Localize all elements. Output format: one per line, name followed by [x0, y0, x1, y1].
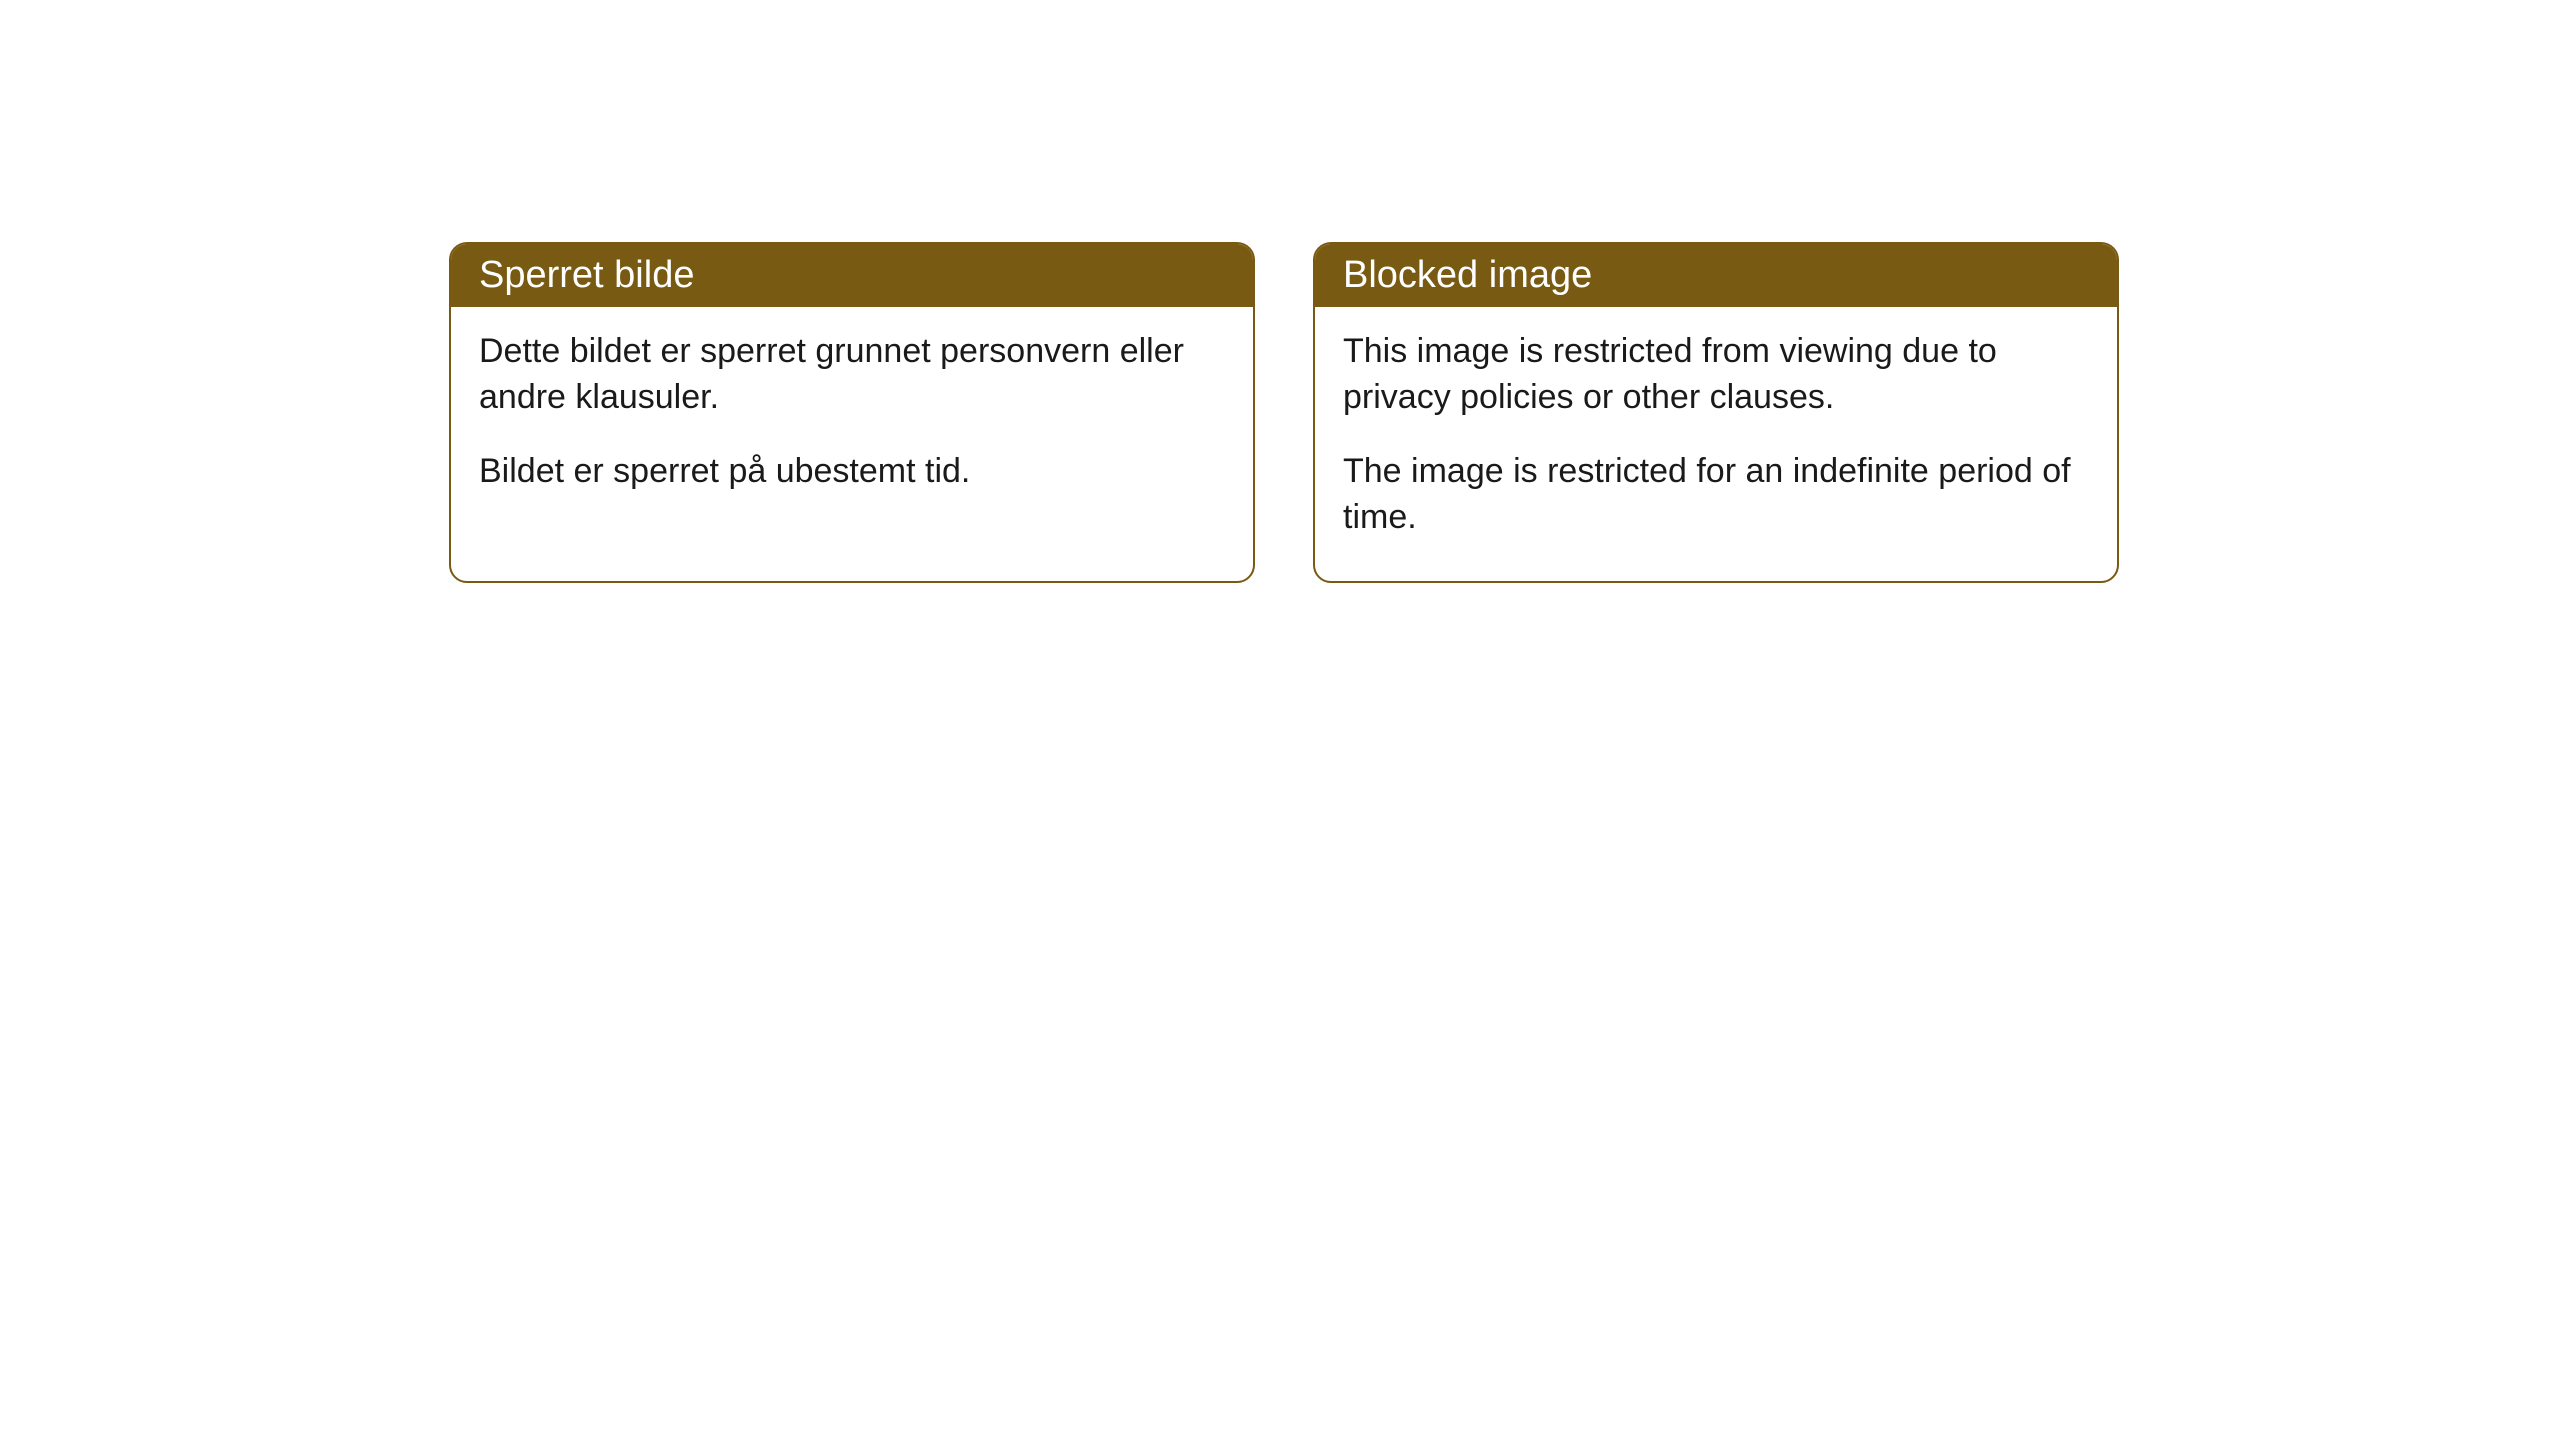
card-paragraph-2: The image is restricted for an indefinit… — [1343, 449, 2089, 541]
card-title: Sperret bilde — [479, 254, 694, 296]
card-paragraph-1: Dette bildet er sperret grunnet personve… — [479, 329, 1225, 421]
card-paragraph-2: Bildet er sperret på ubestemt tid. — [479, 449, 1225, 495]
card-title: Blocked image — [1343, 254, 1592, 296]
card-header-norwegian: Sperret bilde — [451, 244, 1253, 307]
card-paragraph-1: This image is restricted from viewing du… — [1343, 329, 2089, 421]
cards-container: Sperret bilde Dette bildet er sperret gr… — [449, 242, 2119, 583]
card-header-english: Blocked image — [1315, 244, 2117, 307]
card-body-english: This image is restricted from viewing du… — [1315, 307, 2117, 581]
card-norwegian: Sperret bilde Dette bildet er sperret gr… — [449, 242, 1255, 583]
card-body-norwegian: Dette bildet er sperret grunnet personve… — [451, 307, 1253, 535]
card-english: Blocked image This image is restricted f… — [1313, 242, 2119, 583]
